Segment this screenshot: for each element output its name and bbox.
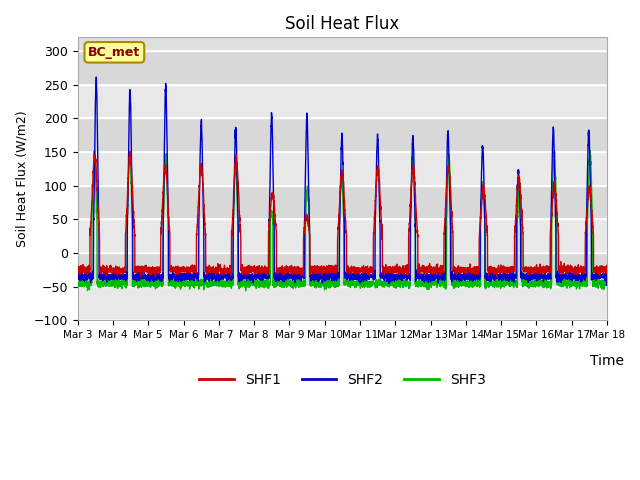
SHF3 <box>603 280 611 286</box>
Bar <box>77 186 607 219</box>
Bar <box>77 51 607 84</box>
SHF2 <box>74 276 81 281</box>
SHF1 <box>493 274 501 280</box>
SHF1 <box>431 268 439 274</box>
SHF3 <box>550 147 558 153</box>
SHF3 <box>431 281 439 287</box>
SHF2 <box>603 272 611 277</box>
SHF1 <box>323 264 330 270</box>
SHF2 <box>491 276 499 282</box>
SHF2 <box>431 271 439 276</box>
Bar <box>77 219 607 253</box>
X-axis label: Time: Time <box>590 354 624 369</box>
Line: SHF1: SHF1 <box>77 152 607 277</box>
SHF2 <box>169 273 177 279</box>
Bar <box>77 118 607 152</box>
SHF1 <box>169 265 177 271</box>
SHF1 <box>603 265 611 271</box>
SHF2 <box>602 274 610 280</box>
Bar <box>77 253 607 287</box>
SHF3 <box>323 278 330 284</box>
Line: SHF3: SHF3 <box>77 150 607 291</box>
SHF3 <box>491 282 499 288</box>
SHF3 <box>74 278 81 284</box>
SHF3 <box>242 288 250 294</box>
Bar <box>77 287 607 321</box>
SHF1 <box>491 266 499 272</box>
SHF2 <box>461 272 468 278</box>
Y-axis label: Soil Heat Flux (W/m2): Soil Heat Flux (W/m2) <box>15 110 28 247</box>
Title: Soil Heat Flux: Soil Heat Flux <box>285 15 399 33</box>
Bar <box>77 84 607 118</box>
Bar <box>77 152 607 186</box>
SHF1 <box>126 149 134 155</box>
SHF2 <box>603 282 611 288</box>
Line: SHF2: SHF2 <box>77 77 607 285</box>
SHF3 <box>461 278 468 284</box>
SHF3 <box>169 281 177 287</box>
SHF1 <box>461 270 468 276</box>
Legend: SHF1, SHF2, SHF3: SHF1, SHF2, SHF3 <box>193 368 492 393</box>
SHF3 <box>603 282 611 288</box>
SHF1 <box>603 266 611 272</box>
SHF2 <box>92 74 100 80</box>
SHF1 <box>74 268 81 274</box>
SHF2 <box>323 276 330 282</box>
Text: BC_met: BC_met <box>88 46 141 59</box>
